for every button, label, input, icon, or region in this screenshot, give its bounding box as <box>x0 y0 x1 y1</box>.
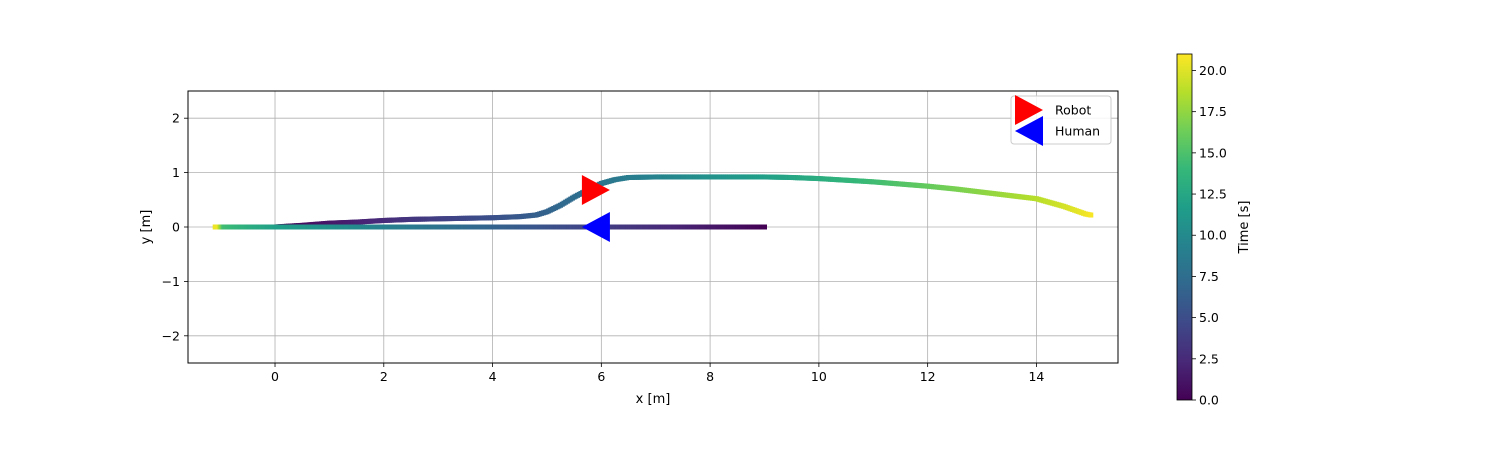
series-human-trajectory <box>212 224 767 230</box>
robot-position-marker <box>581 175 610 206</box>
colorbar-tick-label: 20.0 <box>1199 63 1227 78</box>
colorbar-tick-label: 5.0 <box>1199 310 1219 325</box>
y-tick-label: −1 <box>162 274 180 289</box>
y-tick-label: 1 <box>172 165 180 180</box>
x-tick-label: 8 <box>706 369 714 384</box>
trajectory-point <box>1088 212 1094 218</box>
colorbar-tick-label: 10.0 <box>1199 228 1227 243</box>
colorbar-tick-label: 17.5 <box>1199 104 1227 119</box>
position-markers <box>581 175 610 242</box>
series-robot-trajectory <box>272 174 1094 230</box>
x-tick-label: 12 <box>920 369 936 384</box>
legend-human-marker <box>1015 116 1043 146</box>
y-tick-label: 2 <box>172 111 180 126</box>
colorbar-tick-label: 12.5 <box>1199 187 1227 202</box>
x-axis-label: x [m] <box>636 392 671 407</box>
colorbar-tick-label: 15.0 <box>1199 145 1227 160</box>
x-tick-label: 6 <box>597 369 605 384</box>
colorbar-tick-label: 2.5 <box>1199 351 1219 366</box>
x-tick-label: 4 <box>489 369 497 384</box>
legend-human-label: Human <box>1055 124 1100 139</box>
legend: Robot Human <box>1010 95 1112 146</box>
x-tick-label: 2 <box>380 369 388 384</box>
legend-robot-marker <box>1015 95 1043 125</box>
y-axis-label: y [m] <box>139 210 154 245</box>
colorbar: 0.0 2.5 5.0 7.5 10.0 12.5 15.0 17.5 20.0 <box>1176 53 1227 408</box>
trajectory-point <box>212 224 218 230</box>
y-tick-label: −2 <box>162 328 180 343</box>
y-tick-label: 0 <box>172 220 180 235</box>
trajectory-series <box>212 174 1094 230</box>
x-tick-label: 0 <box>271 369 279 384</box>
x-tick-label: 14 <box>1028 369 1044 384</box>
colorbar-gradient <box>1176 53 1193 401</box>
colorbar-tick-label: 0.0 <box>1199 393 1219 408</box>
x-tick-label: 10 <box>811 369 827 384</box>
colorbar-label: Time [s] <box>1237 201 1252 255</box>
human-position-marker <box>581 212 610 242</box>
colorbar-tick-label: 7.5 <box>1199 269 1219 284</box>
legend-robot-label: Robot <box>1055 103 1091 118</box>
